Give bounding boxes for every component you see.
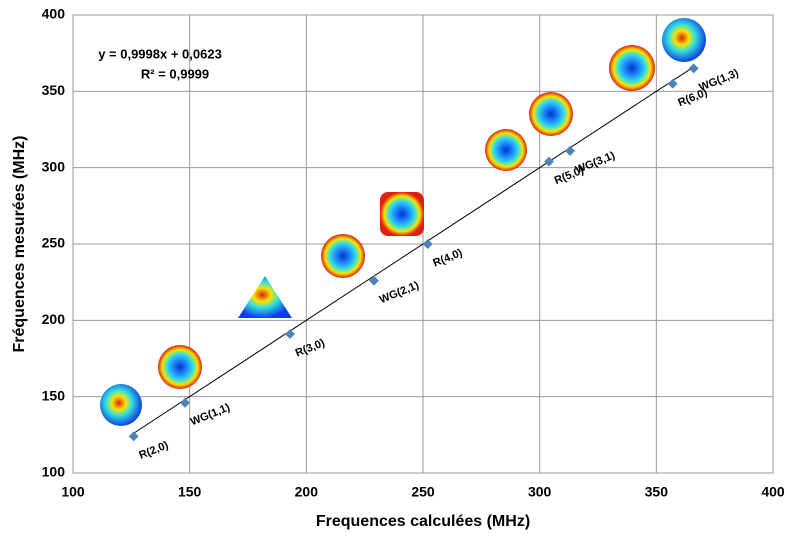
- mode-image: [238, 276, 292, 318]
- x-tick-label: 300: [528, 484, 552, 500]
- y-tick-label: 350: [42, 82, 66, 98]
- x-axis-title: Frequences calculées (MHz): [316, 513, 530, 530]
- data-point: [688, 63, 699, 74]
- trend-equation: y = 0,9998x + 0,0623: [98, 46, 222, 61]
- y-tick-label: 300: [42, 158, 66, 174]
- mode-image: [485, 129, 527, 171]
- data-point: [369, 275, 379, 286]
- data-point: [565, 145, 575, 156]
- mode-image: [321, 234, 365, 278]
- data-point: [667, 78, 678, 89]
- data-point: [422, 239, 433, 249]
- x-tick-label: 400: [761, 484, 785, 500]
- x-tick-label: 350: [645, 484, 669, 500]
- data-point: [128, 431, 139, 442]
- y-tick-label: 400: [42, 6, 66, 22]
- trendline: [133, 66, 694, 434]
- data-point: [285, 329, 295, 340]
- x-tick-label: 250: [411, 484, 435, 500]
- data-point: [544, 156, 554, 167]
- y-tick-label: 250: [42, 235, 66, 251]
- y-tick-label: 150: [42, 387, 66, 403]
- y-axis-title: Fréquences mesurées (MHz): [11, 136, 28, 353]
- x-tick-label: 200: [295, 484, 319, 500]
- mode-image: [529, 92, 573, 136]
- r-squared: R² = 0,9999: [141, 66, 209, 81]
- mode-images: [100, 18, 706, 426]
- mode-image: [609, 45, 655, 91]
- x-tick-label: 100: [61, 484, 85, 500]
- y-tick-label: 100: [42, 464, 66, 480]
- mode-image: [380, 192, 424, 236]
- data-point: [180, 397, 190, 408]
- mode-image: [158, 345, 202, 389]
- y-tick-label: 200: [42, 311, 66, 327]
- x-tick-label: 150: [178, 484, 202, 500]
- mode-image: [100, 384, 142, 426]
- mode-image: [662, 18, 706, 62]
